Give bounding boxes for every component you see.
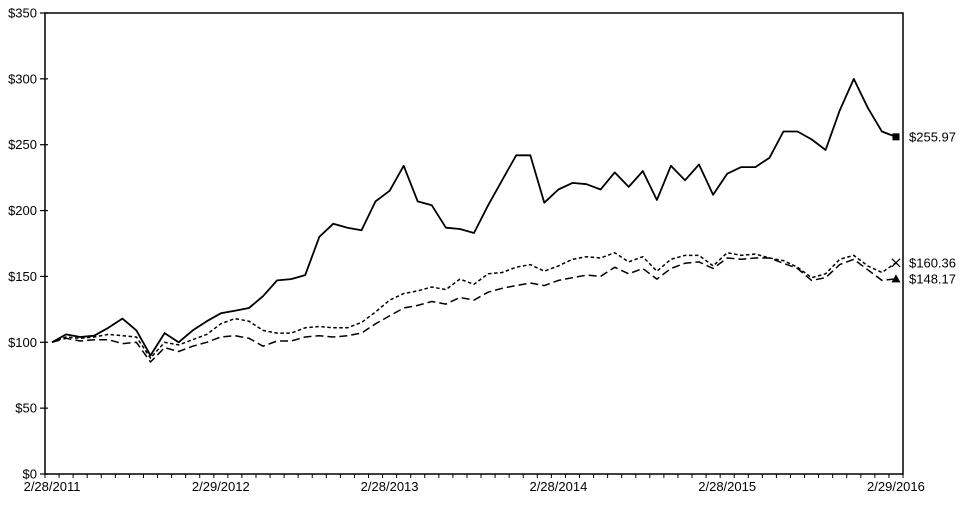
end-marker-x [891,258,901,268]
series-line-short-dash [51,251,897,359]
series-end-label: $255.97 [909,129,956,144]
series-end-label: $148.17 [909,271,956,286]
x-axis-label: 2/28/2011 [24,479,81,494]
y-axis-label: $250 [8,137,37,152]
x-axis-label: 2/28/2014 [529,479,587,494]
y-axis-label: $350 [8,6,37,21]
x-axis-label: 2/29/2012 [192,479,250,494]
plot-border [44,12,904,475]
series-line-long-dash [51,257,897,363]
x-axis-label: 2/28/2013 [361,479,419,494]
x-axis-label: 2/29/2016 [867,479,925,494]
end-marker-square [892,133,900,141]
series-end-label: $160.36 [909,255,956,270]
y-axis-label: $100 [8,335,37,350]
y-axis-label: $150 [8,269,37,284]
series-line-solid [51,78,897,357]
end-marker-triangle [891,274,901,283]
y-axis-label: $0 [23,467,37,482]
y-axis-label: $50 [15,401,37,416]
y-axis-label: $300 [8,71,37,86]
y-axis-label: $200 [8,203,37,218]
x-axis-label: 2/28/2015 [698,479,756,494]
